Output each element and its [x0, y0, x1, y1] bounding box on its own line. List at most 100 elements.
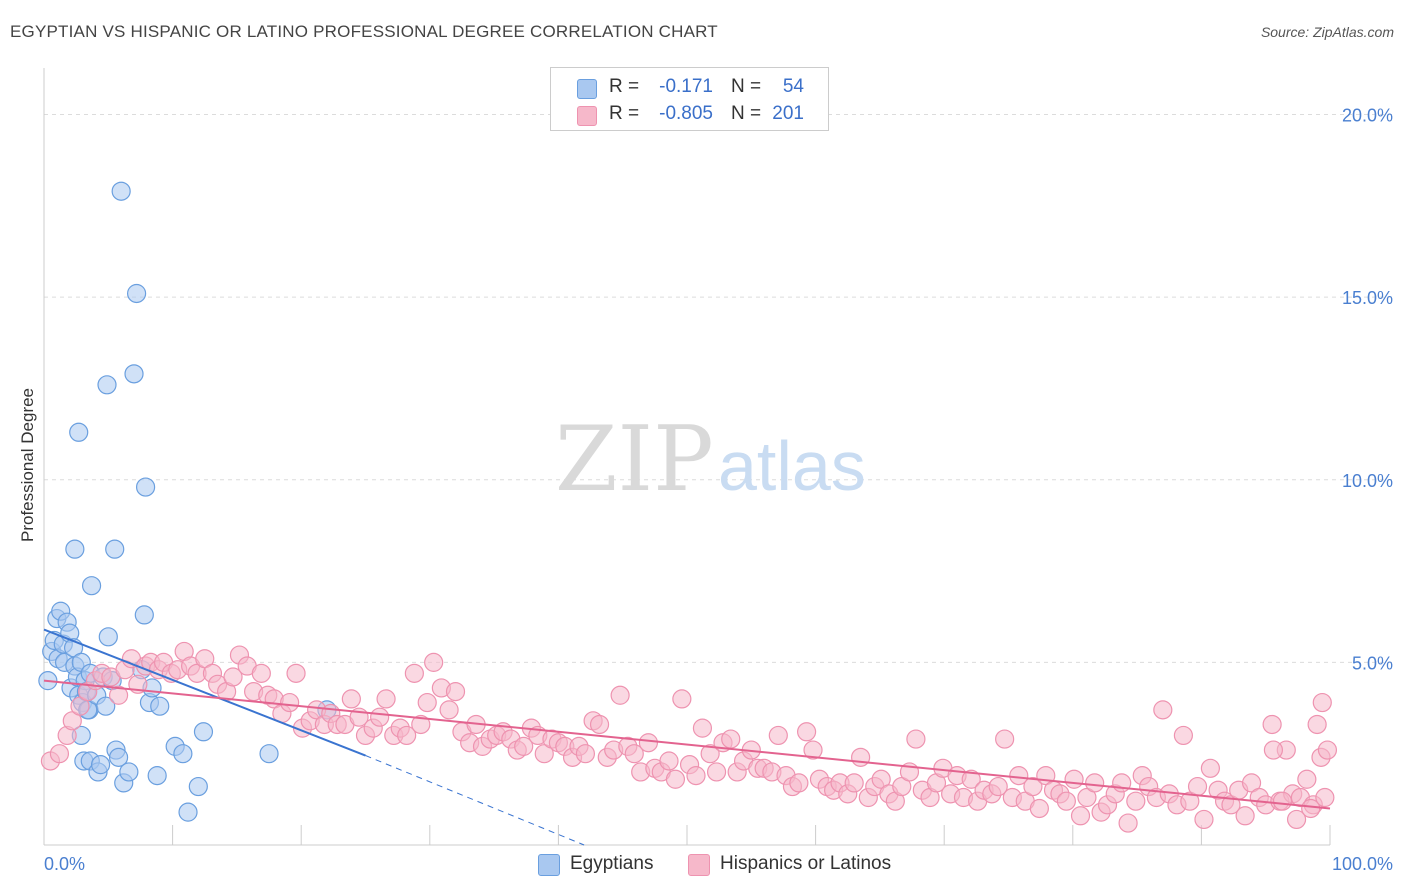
- data-point: [1064, 769, 1084, 789]
- data-point: [1235, 806, 1255, 826]
- legend-r-value: -0.171: [659, 76, 713, 97]
- data-point: [111, 181, 131, 201]
- data-point: [251, 663, 271, 683]
- data-point: [610, 685, 630, 705]
- data-point: [1187, 776, 1208, 797]
- series-egyptians: [38, 181, 337, 822]
- data-point: [1056, 791, 1076, 811]
- data-point: [1307, 714, 1327, 735]
- data-point: [135, 477, 156, 497]
- data-point: [259, 744, 279, 764]
- data-point: [108, 747, 129, 767]
- data-point: [1194, 809, 1214, 830]
- data-point: [692, 718, 713, 738]
- data-point: [1286, 809, 1307, 830]
- data-point: [98, 627, 118, 647]
- data-point: [638, 733, 659, 753]
- data-point: [147, 766, 167, 786]
- data-point: [108, 685, 129, 705]
- data-point: [851, 747, 871, 767]
- data-point: [49, 744, 70, 764]
- chart-title: EGYPTIAN VS HISPANIC OR LATINO PROFESSIO…: [10, 22, 718, 41]
- legend-swatch: [688, 854, 710, 876]
- series-layer: [38, 181, 1338, 833]
- correlation-legend: R = -0.171 N = 54 R = -0.805 N = 201: [550, 67, 829, 131]
- data-point: [126, 283, 147, 304]
- data-point: [672, 689, 692, 709]
- data-point: [193, 722, 214, 742]
- data-point: [686, 766, 706, 786]
- data-point: [1301, 798, 1321, 819]
- data-point: [280, 692, 300, 713]
- data-point: [514, 736, 534, 756]
- legend-row-egyptians: R = -0.171 N = 54: [551, 73, 828, 101]
- watermark: ZIP atlas: [555, 407, 866, 512]
- data-point: [1085, 773, 1105, 793]
- legend-r-value: -0.805: [659, 103, 713, 124]
- watermark-atlas: atlas: [718, 427, 866, 505]
- data-point: [1029, 798, 1049, 819]
- data-point: [789, 773, 809, 793]
- data-point: [844, 773, 864, 793]
- data-point: [173, 744, 193, 764]
- data-point: [65, 539, 85, 559]
- data-point: [803, 740, 823, 760]
- data-point: [624, 744, 644, 764]
- data-point: [97, 375, 117, 395]
- data-point: [1173, 725, 1193, 746]
- y-tick-label: 10.0%: [1342, 471, 1393, 491]
- data-point: [721, 729, 741, 749]
- data-point: [1118, 813, 1138, 833]
- trendline-egyptians-extension: [365, 755, 585, 846]
- data-point: [1297, 769, 1317, 789]
- data-point: [706, 762, 727, 782]
- data-point: [1312, 692, 1332, 713]
- axes: [43, 68, 1331, 846]
- legend-n-label: N =: [731, 103, 762, 124]
- legend-n-value: 54: [782, 76, 804, 97]
- series-hispanics: [40, 641, 1338, 833]
- data-point: [768, 725, 788, 746]
- y-tick-label: 5.0%: [1352, 653, 1393, 673]
- data-point: [665, 769, 686, 789]
- data-point: [1263, 740, 1284, 760]
- legend-r-label: R =: [609, 76, 640, 97]
- data-point: [404, 663, 424, 683]
- data-point: [341, 689, 361, 709]
- data-point: [417, 692, 437, 713]
- data-point: [1126, 791, 1146, 811]
- data-point: [223, 667, 243, 687]
- data-point: [397, 725, 417, 746]
- data-point: [445, 681, 466, 702]
- legend-swatch: [538, 854, 560, 876]
- data-point: [105, 539, 125, 559]
- legend-swatch-hispanics: [577, 106, 597, 126]
- trend-layer: [43, 628, 1331, 846]
- legend-row-hispanics: R = -0.805 N = 201: [551, 100, 828, 128]
- legend-label: Egyptians: [570, 853, 654, 874]
- data-point: [659, 751, 679, 771]
- data-point: [96, 696, 116, 716]
- data-point: [124, 364, 144, 384]
- data-point: [796, 722, 817, 742]
- source-label: Source: ZipAtlas.com: [1260, 24, 1394, 40]
- watermark-zip: ZIP: [555, 407, 714, 512]
- data-point: [69, 422, 89, 442]
- data-point: [90, 755, 111, 775]
- legend-label: Hispanics or Latinos: [720, 853, 892, 874]
- data-point: [134, 605, 154, 625]
- data-point: [575, 744, 596, 764]
- data-point: [1153, 700, 1173, 720]
- data-point: [589, 714, 610, 735]
- tick-labels: 5.0% 10.0% 15.0% 20.0% 0.0% 100.0%: [44, 106, 1393, 874]
- data-point: [119, 762, 139, 782]
- data-point: [700, 744, 720, 764]
- trendline-hispanics: [43, 679, 1331, 810]
- data-point: [1009, 766, 1029, 786]
- y-axis-label: Professional Degree: [18, 387, 37, 543]
- data-point: [81, 576, 102, 596]
- x-tick-label: 100.0%: [1332, 854, 1393, 874]
- data-point: [370, 707, 390, 727]
- data-point: [1315, 787, 1335, 808]
